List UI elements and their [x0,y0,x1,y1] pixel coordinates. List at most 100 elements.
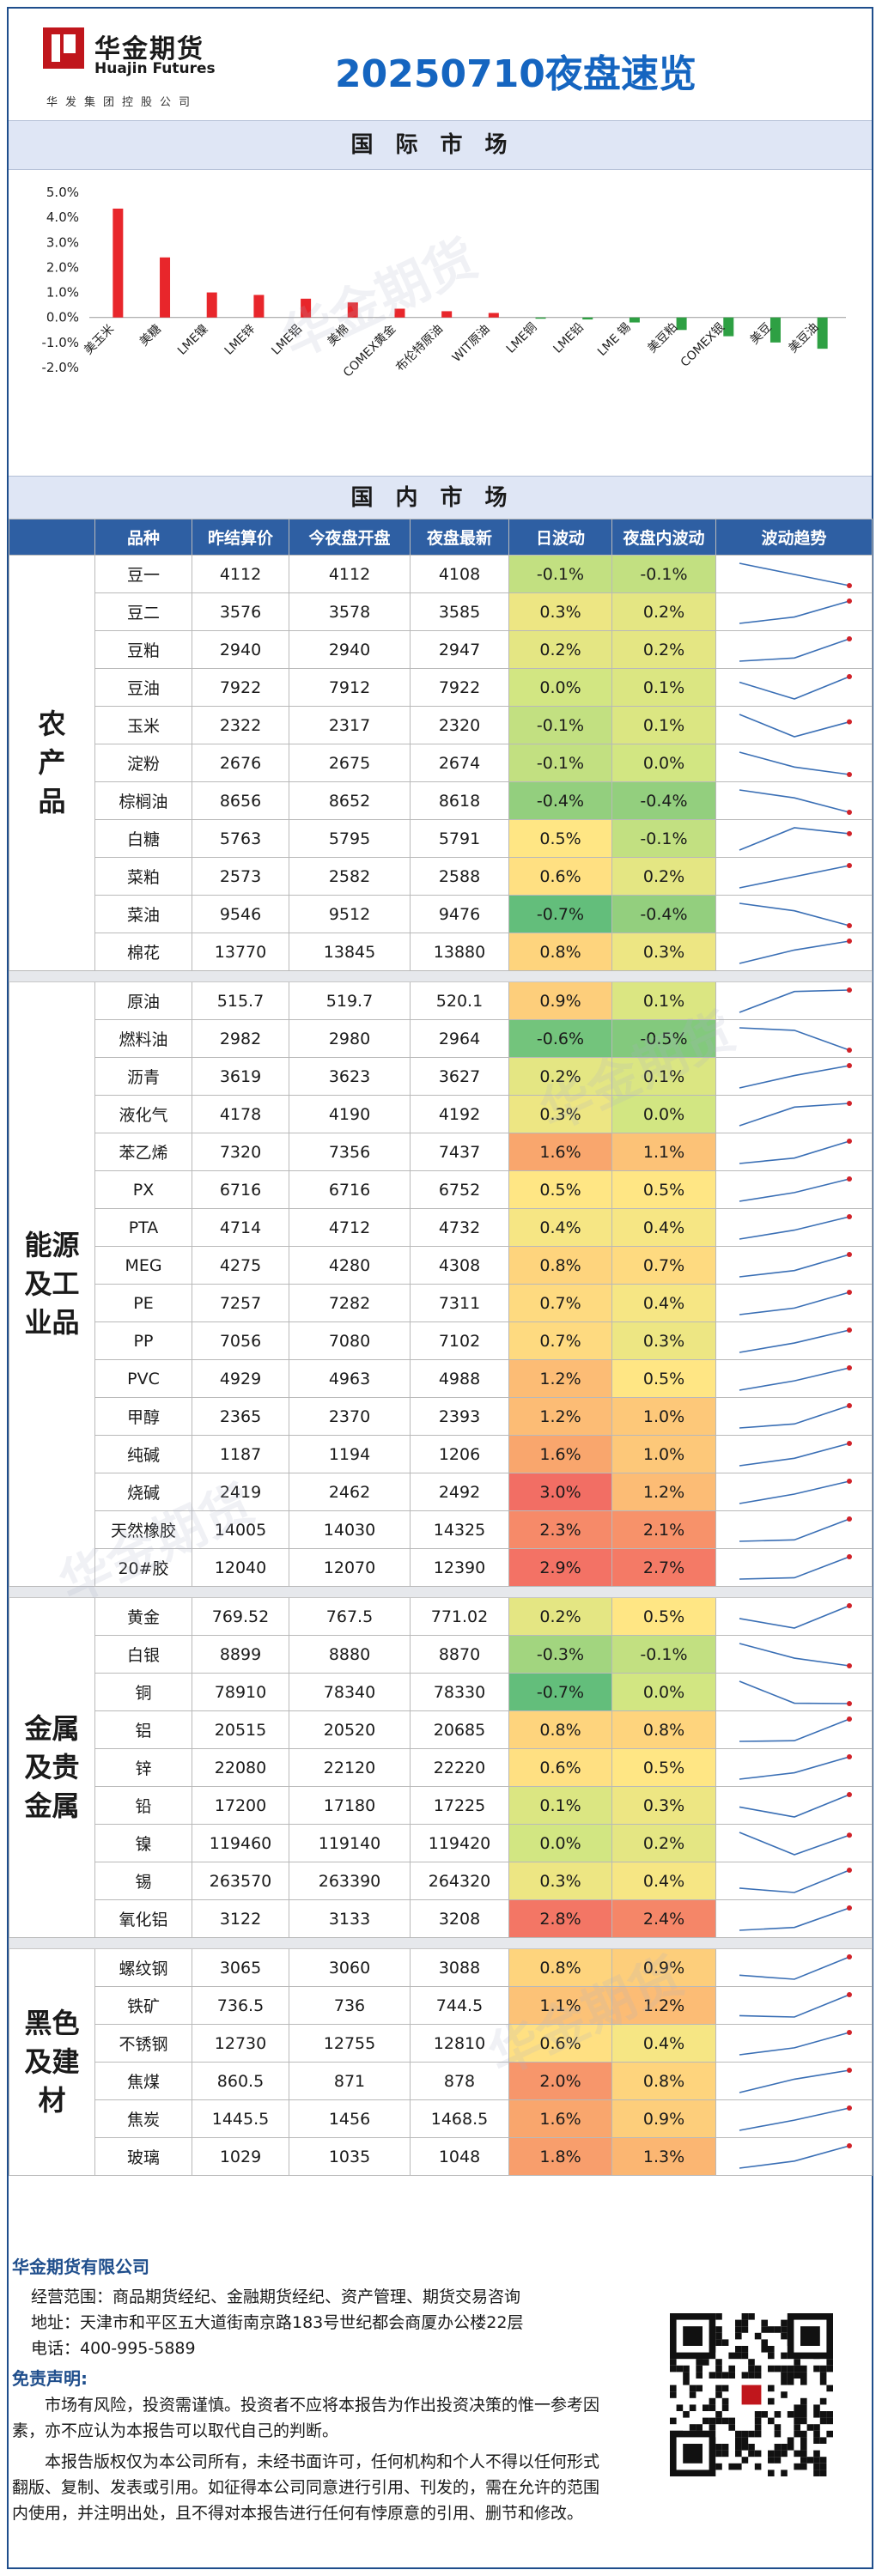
day-change: 0.2% [508,1057,612,1096]
night-change: 0.4% [611,2024,716,2063]
product-name: 焦炭 [94,2099,192,2138]
night-change: -0.1% [611,819,716,858]
night-last: 4308 [410,1246,509,1285]
trend-sparkline [715,1824,873,1862]
day-change: 2.0% [508,2062,612,2100]
night-last: 12810 [410,2024,509,2063]
trend-sparkline [715,1246,873,1285]
sparkline-svg [739,1100,852,1127]
sparkline-last-point [846,1402,852,1408]
night-last: 4108 [410,555,509,593]
prev-settle: 3576 [192,592,289,631]
trend-sparkline [715,1510,873,1549]
bar-1 [160,257,171,318]
table-row: PVC 4929 4963 4988 1.2% 0.5% [9,1359,873,1398]
category-label: 美玉米 [82,322,117,357]
prev-settle: 7320 [192,1133,289,1171]
night-open: 6716 [289,1170,411,1209]
sparkline-last-point [846,2067,852,2073]
trend-sparkline [715,1133,873,1171]
category-text: 能源及工业品 [24,1229,80,1339]
bar-8 [488,313,499,318]
day-change: 0.3% [508,592,612,631]
prev-settle: 2940 [192,630,289,669]
night-last: 3208 [410,1899,509,1938]
product-name: 豆二 [94,592,192,631]
sparkline-line [739,1404,849,1429]
table-row: 氧化铝 3122 3133 3208 2.8% 2.4% [9,1899,873,1938]
night-open: 4712 [289,1208,411,1247]
table-row: 豆油 7922 7912 7922 0.0% 0.1% [9,668,873,707]
sparkline-svg [739,826,852,851]
night-open: 1035 [289,2137,411,2176]
night-last: 264320 [410,1862,509,1900]
y-tick-label: 2.0% [46,259,79,275]
separator-cell [9,1586,873,1598]
night-last: 2492 [410,1473,509,1511]
night-change: 0.1% [611,668,716,707]
night-last: 7922 [410,668,509,707]
table-row: 燃料油 2982 2980 2964 -0.6% -0.5% [9,1019,873,1058]
y-tick-label: 3.0% [46,234,79,250]
category-label: 美豆粕 [645,320,680,355]
sparkline-last-point [846,1289,852,1295]
sparkline-last-point [846,830,852,836]
day-change: 0.3% [508,1862,612,1900]
day-change: 0.1% [508,1786,612,1825]
bar-7 [441,311,453,318]
night-open: 3133 [289,1899,411,1938]
table-row: 液化气 4178 4190 4192 0.3% 0.0% [9,1095,873,1133]
night-change: 0.5% [611,1170,716,1209]
day-change: -0.1% [508,706,612,744]
day-change: 0.3% [508,1095,612,1133]
trend-sparkline [715,895,873,933]
day-change: 0.7% [508,1321,612,1360]
sparkline-line [739,1215,849,1240]
prev-settle: 736.5 [192,1986,289,2025]
product-name: 镍 [94,1824,192,1862]
night-open: 12070 [289,1548,411,1587]
sparkline-svg [739,1516,852,1542]
prev-settle: 8899 [192,1635,289,1674]
night-last: 5791 [410,819,509,858]
night-last: 744.5 [410,1986,509,2025]
night-open: 17180 [289,1786,411,1825]
night-change: 1.0% [611,1435,716,1473]
product-name: 棕榈油 [94,781,192,820]
night-last: 4988 [410,1359,509,1398]
table-row: 天然橡胶 14005 14030 14325 2.3% 2.1% [9,1510,873,1549]
trend-sparkline [715,668,873,707]
day-change: 0.9% [508,981,612,1020]
sparkline-line [739,1955,849,1980]
sparkline-svg [739,2105,852,2131]
sparkline-svg [739,2142,852,2169]
sparkline-svg [739,1251,852,1278]
night-change: -0.4% [611,781,716,820]
product-name: 铅 [94,1786,192,1825]
trend-sparkline [715,1673,873,1711]
bar-0 [113,208,124,318]
column-header: 昨结算价 [192,519,289,556]
y-tick-label: 5.0% [46,185,79,200]
prev-settle: 8656 [192,781,289,820]
night-last: 8870 [410,1635,509,1674]
footer-business-scope: 经营范围：商品期货经纪、金融期货经纪、资产管理、期货交易咨询 [31,2287,521,2306]
sparkline-line [739,1717,849,1742]
sparkline-last-point [846,1478,852,1484]
night-last: 7437 [410,1133,509,1171]
sparkline-line [739,1793,849,1818]
night-last: 1468.5 [410,2099,509,2138]
day-change: -0.4% [508,781,612,820]
night-last: 6752 [410,1170,509,1209]
category-label: LME铜 [504,320,540,356]
prev-settle: 2419 [192,1473,289,1511]
sparkline-line [739,1366,849,1391]
night-last: 1206 [410,1435,509,1473]
trend-sparkline [715,857,873,896]
sparkline-last-point [846,1905,852,1911]
sparkline-svg [739,1991,852,2018]
trend-sparkline [715,933,873,971]
sparkline-last-point [846,1867,852,1873]
product-name: 铝 [94,1710,192,1749]
night-change: 0.7% [611,1246,716,1285]
